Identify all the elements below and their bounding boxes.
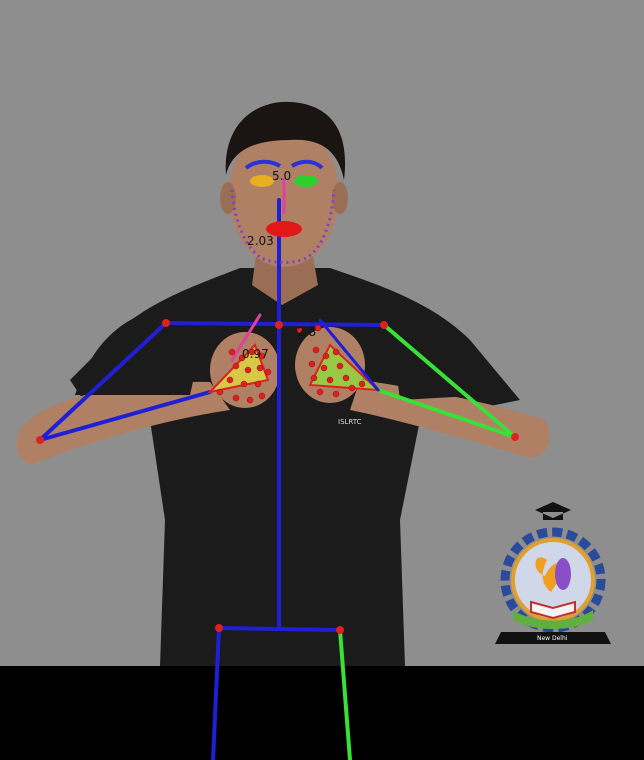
emblem-banner xyxy=(495,632,611,644)
right-sleeve xyxy=(390,320,490,400)
figure-icon xyxy=(555,558,571,590)
joint-markers xyxy=(36,319,519,634)
joint-neck xyxy=(275,321,283,329)
shirt-logo: ISLRTC xyxy=(338,418,362,426)
right-hand-link xyxy=(318,318,380,392)
left-eyebrow xyxy=(244,159,282,170)
joint-right-shoulder xyxy=(380,321,388,329)
left-upper-arm xyxy=(38,321,168,442)
emblem-text: New Delhi xyxy=(537,635,568,642)
left-forearm-line xyxy=(38,390,212,442)
left-hand-fan xyxy=(207,343,270,394)
right-upper-arm xyxy=(382,323,517,439)
left-eye xyxy=(250,175,274,187)
hair xyxy=(225,101,346,180)
joint-left-shoulder xyxy=(162,319,170,327)
graduation-cap-icon xyxy=(535,502,571,520)
right-ear xyxy=(332,182,348,214)
chin-value-label: 2.03 xyxy=(247,234,274,248)
joint-right-hip xyxy=(336,626,344,634)
joint-right-elbow xyxy=(511,433,519,441)
hip-line xyxy=(217,626,342,632)
green-base xyxy=(513,610,593,629)
right-leg xyxy=(338,628,352,760)
black-bottom-band xyxy=(0,666,644,760)
left-leg xyxy=(211,626,221,760)
right-hand-value-label: 2.8 xyxy=(297,325,316,339)
joint-left-hip xyxy=(215,624,223,632)
right-eyebrow xyxy=(290,159,324,170)
open-book-icon xyxy=(530,600,576,620)
lips xyxy=(266,221,302,237)
left-hand-value-label: 0.97 xyxy=(242,347,269,361)
neck-to-left-hand xyxy=(230,313,262,362)
joint-left-elbow xyxy=(36,436,44,444)
right-forearm-line xyxy=(376,388,517,439)
face-landmarks: 5.0 2.03 xyxy=(230,159,336,264)
shoulder-line xyxy=(164,321,386,327)
right-eye xyxy=(294,175,318,187)
nose-value-label: 5.0 xyxy=(272,169,291,183)
institution-emblem: New Delhi xyxy=(495,502,611,644)
hand-keypoints xyxy=(216,324,366,404)
